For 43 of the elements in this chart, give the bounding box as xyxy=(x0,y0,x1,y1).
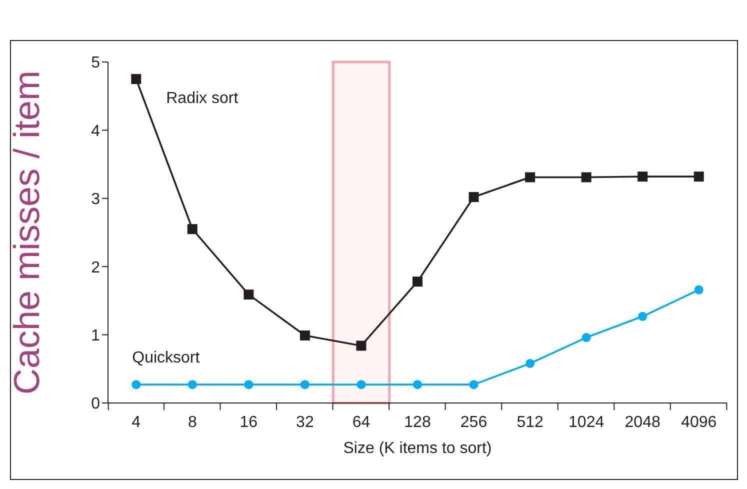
y-axis-title: Cache misses / item xyxy=(6,70,47,395)
point xyxy=(300,330,310,340)
point xyxy=(526,358,535,368)
x-tick-label: 128 xyxy=(404,414,431,431)
x-tick-label: 8 xyxy=(188,414,197,431)
x-tick-label: 4096 xyxy=(681,414,717,431)
point xyxy=(412,276,422,287)
y-tick-label: 1 xyxy=(91,327,100,344)
x-tick-label: 2048 xyxy=(624,414,660,431)
y-tick-label: 0 xyxy=(91,396,100,413)
x-tick-label: 64 xyxy=(352,414,370,431)
point xyxy=(300,380,310,390)
point xyxy=(694,285,704,294)
point xyxy=(413,380,422,390)
point xyxy=(525,172,536,182)
x-tick-label: 512 xyxy=(516,414,544,431)
x-tick-label: 1024 xyxy=(568,414,604,431)
y-tick-label: 2 xyxy=(91,259,100,276)
y-tick-label: 5 xyxy=(91,54,100,72)
point xyxy=(581,172,592,182)
point xyxy=(187,224,198,234)
x-tick-label: 32 xyxy=(296,414,314,431)
point xyxy=(638,172,648,182)
point xyxy=(356,380,366,390)
point xyxy=(469,380,478,390)
x-tick-label: 256 xyxy=(460,414,488,431)
x-axis-title: Size (K items to sort) xyxy=(343,440,492,457)
point xyxy=(356,340,366,351)
point xyxy=(694,172,704,182)
point xyxy=(582,333,591,342)
x-tick-label: 4 xyxy=(132,414,141,431)
x-tick-label: 16 xyxy=(240,414,258,431)
point xyxy=(638,312,648,321)
point xyxy=(132,380,141,390)
series-label: Quicksort xyxy=(132,350,200,367)
point xyxy=(244,380,254,390)
y-tick-label: 4 xyxy=(91,122,100,140)
point xyxy=(131,74,142,84)
point xyxy=(188,380,197,390)
point xyxy=(244,290,254,300)
series-label: Radix sort xyxy=(166,90,239,108)
y-tick-label: 3 xyxy=(91,191,100,208)
point xyxy=(468,192,479,202)
